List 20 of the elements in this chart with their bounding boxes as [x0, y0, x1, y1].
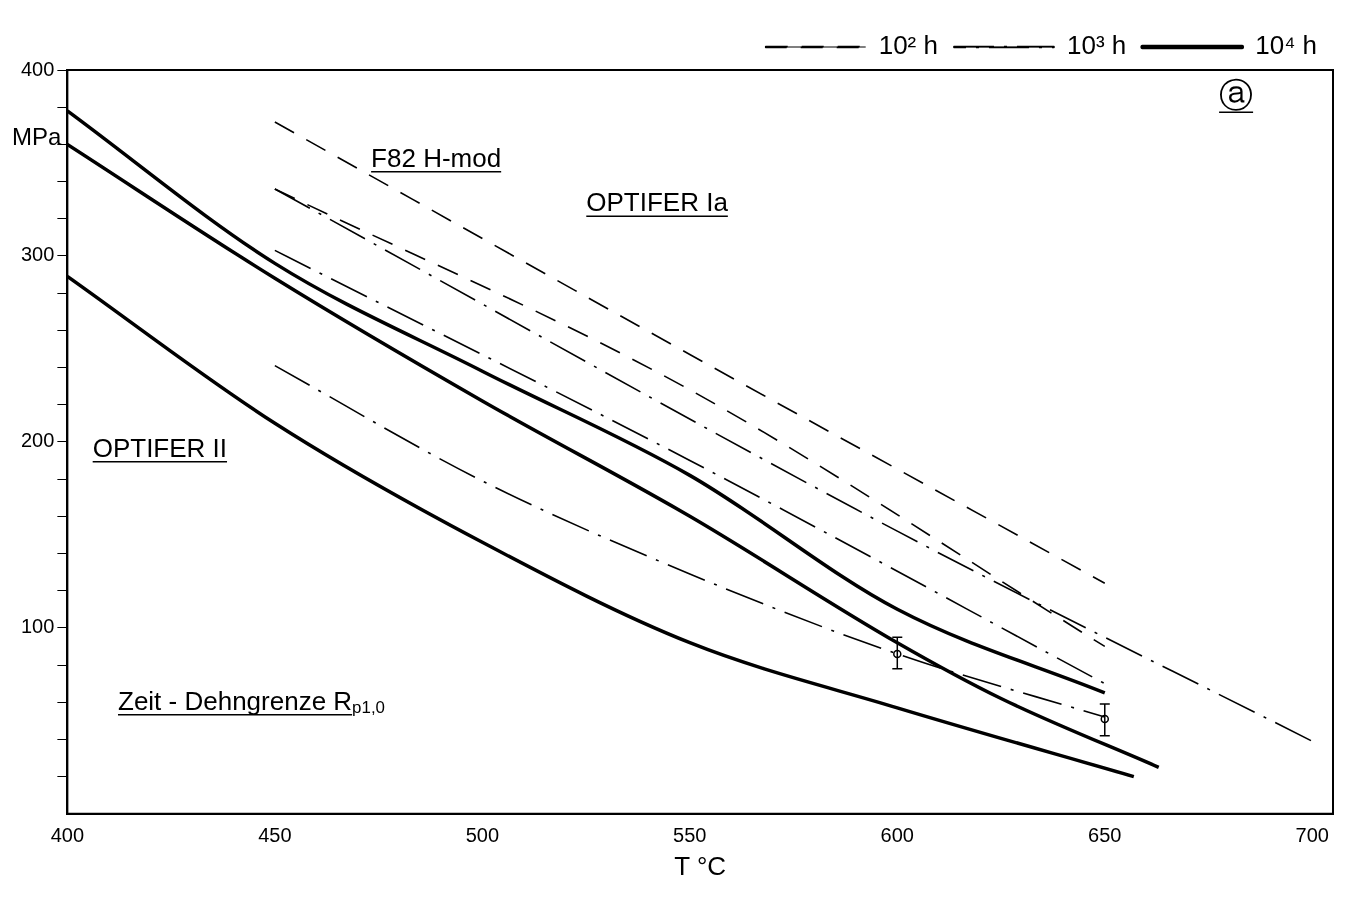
y-tick-label: 100: [20, 615, 55, 638]
annotation: OPTIFER II: [92, 432, 228, 463]
annotation: ⓐ: [1219, 76, 1254, 115]
legend-label: 10² h: [878, 30, 938, 61]
x-tick-label: 600: [880, 824, 914, 847]
y-axis-title: MPa: [12, 123, 63, 150]
x-tick-label: 500: [465, 824, 500, 847]
x-tick-label: 700: [1295, 824, 1329, 847]
annotation: OPTIFER Ia: [586, 187, 729, 218]
x-tick-label: 400: [50, 824, 85, 847]
x-tick-label: 450: [258, 824, 292, 847]
legend-label: 10⁴ h: [1255, 30, 1318, 61]
x-tick-label: 550: [673, 824, 707, 847]
y-tick-label: 200: [20, 429, 55, 452]
y-tick-label: 300: [20, 243, 55, 266]
x-axis-title: T °C: [674, 850, 727, 881]
y-tick-label: 400: [20, 57, 55, 80]
x-tick-label: 650: [1088, 824, 1122, 847]
annotation: F82 H-mod: [371, 142, 502, 173]
legend-label: 10³ h: [1066, 30, 1127, 61]
